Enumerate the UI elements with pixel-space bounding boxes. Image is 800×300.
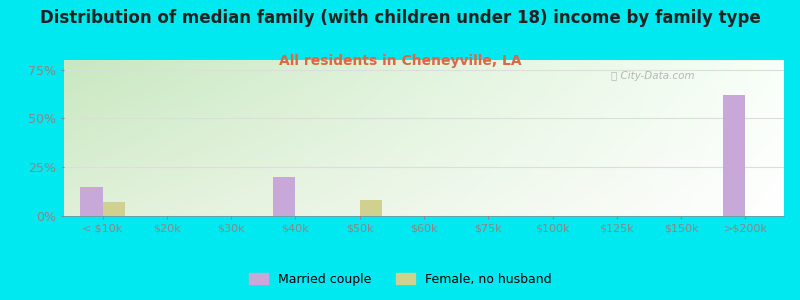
Bar <box>723 95 746 216</box>
Bar <box>360 200 382 216</box>
Text: All residents in Cheneyville, LA: All residents in Cheneyville, LA <box>278 54 522 68</box>
Text: Distribution of median family (with children under 18) income by family type: Distribution of median family (with chil… <box>40 9 760 27</box>
Bar <box>102 202 125 216</box>
Text: ⓘ City-Data.com: ⓘ City-Data.com <box>611 71 695 81</box>
Legend: Married couple, Female, no husband: Married couple, Female, no husband <box>244 268 556 291</box>
Bar <box>273 177 295 216</box>
Bar <box>80 187 102 216</box>
